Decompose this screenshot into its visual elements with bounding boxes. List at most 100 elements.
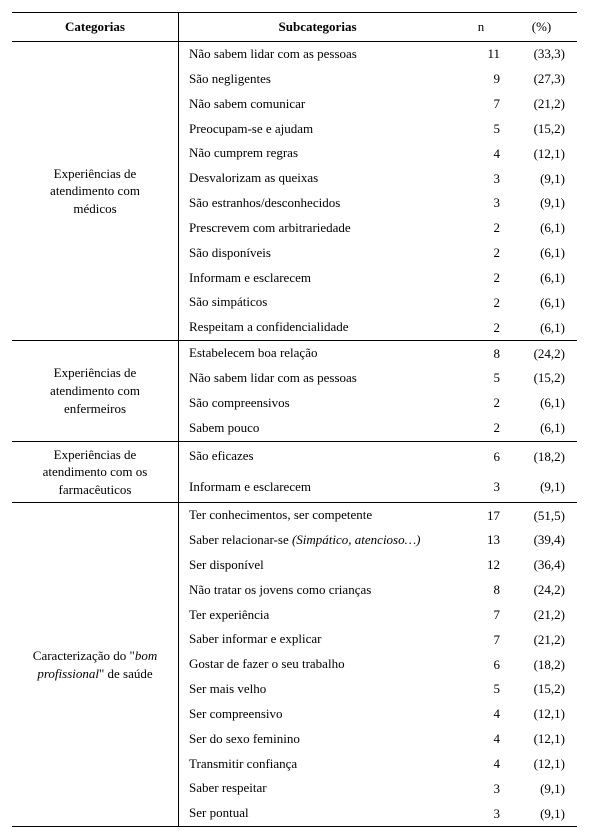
category-cell: Experiências deatendimento com osfarmacê… — [12, 441, 179, 503]
pct-cell: (18,2) — [506, 441, 577, 472]
header-subcategorias: Subcategorias — [179, 13, 457, 42]
pct-cell: (33,3) — [506, 42, 577, 67]
subcategory-cell: Ser compreensivo — [179, 702, 457, 727]
pct-cell: (12,1) — [506, 141, 577, 166]
pct-cell: (51,5) — [506, 503, 577, 528]
n-cell: 5 — [456, 366, 506, 391]
categories-table: Categorias Subcategorias n (%) Experiênc… — [12, 12, 577, 827]
pct-cell: (9,1) — [506, 776, 577, 801]
n-cell: 2 — [456, 315, 506, 340]
n-cell: 6 — [456, 652, 506, 677]
subcategory-cell: Não sabem lidar com as pessoas — [179, 366, 457, 391]
pct-cell: (15,2) — [506, 117, 577, 142]
subcategory-cell: Preocupam-se e ajudam — [179, 117, 457, 142]
n-cell: 3 — [456, 472, 506, 503]
pct-cell: (27,3) — [506, 67, 577, 92]
pct-cell: (39,4) — [506, 528, 577, 553]
pct-cell: (6,1) — [506, 391, 577, 416]
subcategory-cell: Ter conhecimentos, ser competente — [179, 503, 457, 528]
table-row: Experiências deatendimento comenfermeiro… — [12, 341, 577, 366]
header-categorias: Categorias — [12, 13, 179, 42]
n-cell: 9 — [456, 67, 506, 92]
n-cell: 2 — [456, 241, 506, 266]
n-cell: 2 — [456, 290, 506, 315]
subcategory-cell: Ser disponível — [179, 553, 457, 578]
subcategory-cell: Gostar de fazer o seu trabalho — [179, 652, 457, 677]
table-row: Caracterização do "bomprofissional" de s… — [12, 503, 577, 528]
subcategory-cell: São disponíveis — [179, 241, 457, 266]
pct-cell: (18,2) — [506, 652, 577, 677]
n-cell: 7 — [456, 92, 506, 117]
pct-cell: (36,4) — [506, 553, 577, 578]
n-cell: 3 — [456, 166, 506, 191]
n-cell: 5 — [456, 117, 506, 142]
n-cell: 2 — [456, 391, 506, 416]
pct-cell: (6,1) — [506, 315, 577, 340]
category-cell: Experiências deatendimento commédicos — [12, 42, 179, 341]
n-cell: 12 — [456, 553, 506, 578]
pct-cell: (9,1) — [506, 166, 577, 191]
subcategory-cell: Respeitam a confidencialidade — [179, 315, 457, 340]
n-cell: 4 — [456, 752, 506, 777]
subcategory-cell: Informam e esclarecem — [179, 266, 457, 291]
subcategory-cell: Estabelecem boa relação — [179, 341, 457, 366]
subcategory-cell: São eficazes — [179, 441, 457, 472]
subcategory-cell: Saber respeitar — [179, 776, 457, 801]
n-cell: 2 — [456, 216, 506, 241]
category-cell: Caracterização do "bomprofissional" de s… — [12, 503, 179, 827]
pct-cell: (21,2) — [506, 603, 577, 628]
n-cell: 4 — [456, 727, 506, 752]
pct-cell: (9,1) — [506, 472, 577, 503]
pct-cell: (6,1) — [506, 290, 577, 315]
n-cell: 17 — [456, 503, 506, 528]
pct-cell: (6,1) — [506, 216, 577, 241]
n-cell: 8 — [456, 341, 506, 366]
n-cell: 4 — [456, 141, 506, 166]
pct-cell: (9,1) — [506, 191, 577, 216]
subcategory-cell: São negligentes — [179, 67, 457, 92]
subcategory-cell: Não sabem comunicar — [179, 92, 457, 117]
pct-cell: (12,1) — [506, 727, 577, 752]
header-n: n — [456, 13, 506, 42]
pct-cell: (15,2) — [506, 677, 577, 702]
pct-cell: (12,1) — [506, 752, 577, 777]
table-row: Experiências deatendimento commédicosNão… — [12, 42, 577, 67]
pct-cell: (6,1) — [506, 241, 577, 266]
n-cell: 7 — [456, 603, 506, 628]
n-cell: 3 — [456, 776, 506, 801]
table-row: Experiências deatendimento com osfarmacê… — [12, 441, 577, 472]
pct-cell: (21,2) — [506, 92, 577, 117]
subcategory-cell: Saber informar e explicar — [179, 627, 457, 652]
n-cell: 13 — [456, 528, 506, 553]
n-cell: 4 — [456, 702, 506, 727]
n-cell: 5 — [456, 677, 506, 702]
subcategory-cell: Sabem pouco — [179, 416, 457, 441]
n-cell: 8 — [456, 578, 506, 603]
pct-cell: (12,1) — [506, 702, 577, 727]
n-cell: 3 — [456, 801, 506, 826]
n-cell: 7 — [456, 627, 506, 652]
pct-cell: (24,2) — [506, 578, 577, 603]
header-pct: (%) — [506, 13, 577, 42]
subcategory-cell: Ser do sexo feminino — [179, 727, 457, 752]
n-cell: 2 — [456, 266, 506, 291]
n-cell: 11 — [456, 42, 506, 67]
pct-cell: (15,2) — [506, 366, 577, 391]
subcategory-cell: Transmitir confiança — [179, 752, 457, 777]
pct-cell: (6,1) — [506, 266, 577, 291]
pct-cell: (9,1) — [506, 801, 577, 826]
subcategory-cell: Prescrevem com arbitrariedade — [179, 216, 457, 241]
pct-cell: (24,2) — [506, 341, 577, 366]
n-cell: 2 — [456, 416, 506, 441]
subcategory-cell: Saber relacionar-se (Simpático, atencios… — [179, 528, 457, 553]
category-cell: Experiências deatendimento comenfermeiro… — [12, 341, 179, 441]
subcategory-cell: Informam e esclarecem — [179, 472, 457, 503]
subcategory-cell: Desvalorizam as queixas — [179, 166, 457, 191]
subcategory-cell: Não tratar os jovens como crianças — [179, 578, 457, 603]
subcategory-cell: São compreensivos — [179, 391, 457, 416]
n-cell: 3 — [456, 191, 506, 216]
pct-cell: (6,1) — [506, 416, 577, 441]
subcategory-cell: Ser mais velho — [179, 677, 457, 702]
subcategory-cell: Não sabem lidar com as pessoas — [179, 42, 457, 67]
subcategory-cell: Ter experiência — [179, 603, 457, 628]
